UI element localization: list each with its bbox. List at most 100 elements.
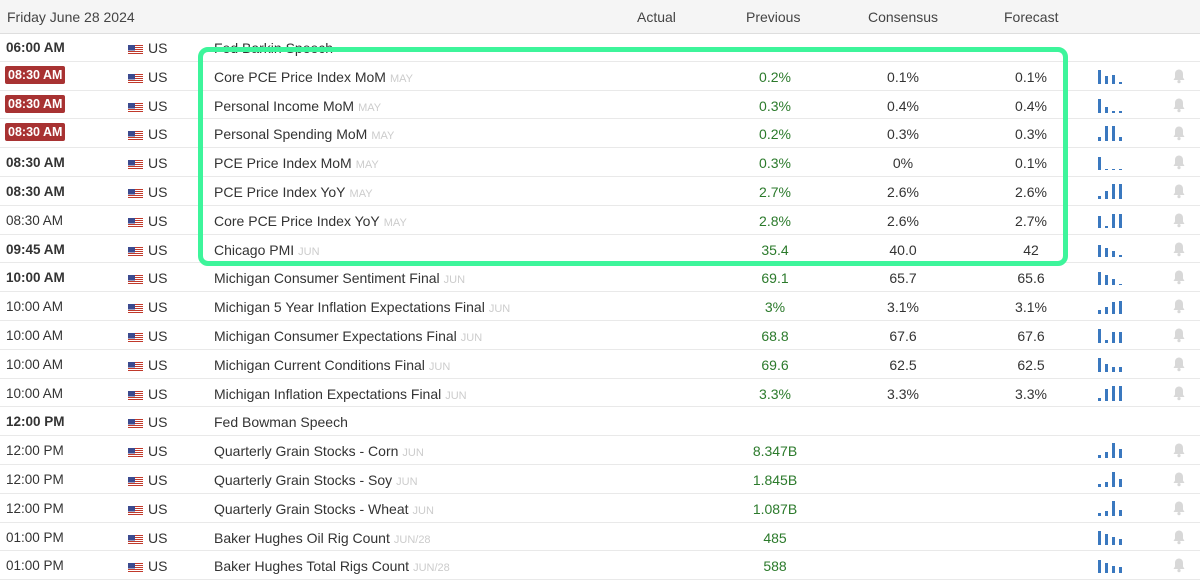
mini-chart-icon[interactable] bbox=[1098, 125, 1128, 142]
table-row[interactable]: 08:30 AM US Personal Spending MoM MAY 0.2% 0.… bbox=[0, 119, 1200, 149]
us-flag-icon bbox=[128, 301, 143, 315]
mini-chart-bar bbox=[1119, 567, 1122, 574]
event-name-link[interactable]: Personal Spending MoM MAY bbox=[214, 126, 394, 142]
mini-chart-bar bbox=[1112, 74, 1115, 84]
table-row[interactable]: 01:00 PM US Baker Hughes Oil Rig Count JUN/… bbox=[0, 523, 1200, 552]
event-name-link[interactable]: Michigan Consumer Expectations Final JUN bbox=[214, 328, 482, 344]
mini-chart-icon[interactable] bbox=[1098, 356, 1128, 372]
mini-chart-bar bbox=[1105, 106, 1108, 113]
table-row[interactable]: 08:30 AM US Core PCE Price Index YoY MAY 2.8… bbox=[0, 206, 1200, 235]
event-name-link[interactable]: Michigan 5 Year Inflation Expectations F… bbox=[214, 299, 510, 315]
event-name-link[interactable]: Quarterly Grain Stocks - Wheat JUN bbox=[214, 501, 434, 517]
alert-bell-icon[interactable] bbox=[1172, 269, 1186, 285]
alert-bell-icon[interactable] bbox=[1172, 298, 1186, 314]
mini-chart-icon[interactable] bbox=[1098, 183, 1128, 199]
header-previous[interactable]: Previous bbox=[746, 9, 801, 25]
alert-bell-icon[interactable] bbox=[1172, 68, 1186, 84]
mini-chart-icon[interactable] bbox=[1098, 298, 1128, 315]
table-row[interactable]: 08:30 AM US PCE Price Index MoM MAY 0.3% 0% 0.… bbox=[0, 148, 1200, 177]
event-name-link[interactable]: Michigan Current Conditions Final JUN bbox=[214, 357, 450, 373]
event-name-link[interactable]: Quarterly Grain Stocks - Corn JUN bbox=[214, 443, 424, 459]
mini-chart-bar bbox=[1105, 339, 1108, 343]
alert-bell-icon[interactable] bbox=[1172, 557, 1186, 573]
mini-chart-bar bbox=[1119, 367, 1122, 372]
mini-chart-icon[interactable] bbox=[1098, 529, 1128, 545]
event-name-link[interactable]: PCE Price Index MoM MAY bbox=[214, 155, 379, 171]
table-row[interactable]: 12:00 PM US Quarterly Grain Stocks - Soy JU… bbox=[0, 465, 1200, 494]
previous-value: 69.6 bbox=[761, 356, 789, 373]
alert-bell-icon[interactable] bbox=[1172, 183, 1186, 199]
table-row[interactable]: 08:30 AM US PCE Price Index YoY MAY 2.7% 2.6%… bbox=[0, 177, 1200, 206]
mini-chart-icon[interactable] bbox=[1098, 241, 1128, 257]
mini-chart-bar bbox=[1098, 271, 1101, 286]
table-row[interactable]: 10:00 AM US Michigan 5 Year Inflation Expe… bbox=[0, 292, 1200, 321]
previous-value: 2.8% bbox=[759, 212, 791, 229]
event-name-link[interactable]: Core PCE Price Index MoM MAY bbox=[214, 69, 413, 85]
mini-chart-icon[interactable] bbox=[1098, 500, 1128, 516]
mini-chart-icon[interactable] bbox=[1098, 68, 1128, 84]
alert-bell-icon[interactable] bbox=[1172, 385, 1186, 401]
event-name-link[interactable]: PCE Price Index YoY MAY bbox=[214, 184, 373, 200]
consensus-value: 0.1% bbox=[887, 68, 919, 85]
table-row[interactable]: 10:00 AM US Michigan Current Conditions Fi… bbox=[0, 350, 1200, 379]
table-row[interactable]: 09:45 AM US Chicago PMI JUN 35.4 40.0 42 bbox=[0, 235, 1200, 264]
calendar-table: 06:00 AM US Fed Barkin Speech 08:30 AM US Cor… bbox=[0, 33, 1200, 581]
alert-bell-icon[interactable] bbox=[1172, 500, 1186, 516]
us-flag-icon bbox=[128, 503, 143, 516]
event-name-link[interactable]: Michigan Consumer Sentiment Final JUN bbox=[214, 270, 465, 286]
mini-chart-icon[interactable] bbox=[1098, 471, 1128, 487]
mini-chart-bar bbox=[1098, 309, 1101, 315]
mini-chart-icon[interactable] bbox=[1098, 154, 1128, 171]
alert-bell-icon[interactable] bbox=[1172, 327, 1186, 343]
event-period: MAY bbox=[349, 187, 373, 200]
alert-bell-icon[interactable] bbox=[1172, 356, 1186, 372]
mini-chart-icon[interactable] bbox=[1098, 212, 1128, 228]
mini-chart-icon[interactable] bbox=[1098, 385, 1128, 401]
event-name-link[interactable]: Personal Income MoM MAY bbox=[214, 98, 381, 114]
event-name-link[interactable]: Quarterly Grain Stocks - Soy JUN bbox=[214, 472, 418, 488]
mini-chart-icon[interactable] bbox=[1098, 442, 1128, 459]
event-name-link[interactable]: Fed Barkin Speech bbox=[214, 40, 333, 56]
mini-chart-icon[interactable] bbox=[1098, 327, 1128, 343]
mini-chart-icon[interactable] bbox=[1098, 269, 1128, 286]
header-forecast[interactable]: Forecast bbox=[1004, 9, 1059, 25]
table-row[interactable]: 10:00 AM US Michigan Consumer Sentiment Fi… bbox=[0, 263, 1200, 293]
event-time: 12:00 PM bbox=[6, 471, 64, 487]
mini-chart-bar bbox=[1105, 511, 1108, 516]
alert-bell-icon[interactable] bbox=[1172, 125, 1186, 141]
alert-bell-icon[interactable] bbox=[1172, 241, 1186, 257]
event-period: JUN bbox=[412, 504, 434, 517]
alert-bell-icon[interactable] bbox=[1172, 154, 1186, 170]
mini-chart-bar bbox=[1119, 111, 1122, 113]
event-name-link[interactable]: Michigan Inflation Expectations Final JUN bbox=[214, 386, 467, 402]
mini-chart-icon[interactable] bbox=[1098, 557, 1128, 574]
event-name-link[interactable]: Core PCE Price Index YoY MAY bbox=[214, 213, 407, 229]
table-row[interactable]: 12:00 PM US Fed Bowman Speech bbox=[0, 407, 1200, 437]
mini-chart-bar bbox=[1098, 559, 1101, 574]
event-name-link[interactable]: Chicago PMI JUN bbox=[214, 242, 320, 258]
consensus-value: 3.1% bbox=[887, 299, 919, 316]
event-name-link[interactable]: Baker Hughes Total Rigs Count JUN/28 bbox=[214, 558, 450, 574]
alert-bell-icon[interactable] bbox=[1172, 97, 1186, 113]
table-row[interactable]: 08:30 AM US Personal Income MoM MAY 0.3% 0.4%… bbox=[0, 91, 1200, 120]
table-row[interactable]: 12:00 PM US Quarterly Grain Stocks - Wheat… bbox=[0, 494, 1200, 523]
table-row[interactable]: 08:30 AM US Core PCE Price Index MoM MAY 0.2… bbox=[0, 62, 1200, 91]
table-row[interactable]: 06:00 AM US Fed Barkin Speech bbox=[0, 33, 1200, 62]
mini-chart-bar bbox=[1112, 565, 1115, 574]
header-actual[interactable]: Actual bbox=[637, 9, 676, 25]
alert-bell-icon[interactable] bbox=[1172, 442, 1186, 458]
alert-bell-icon[interactable] bbox=[1172, 471, 1186, 487]
mini-chart-icon[interactable] bbox=[1098, 97, 1128, 113]
event-period: JUN bbox=[443, 274, 466, 287]
us-flag-icon bbox=[128, 359, 143, 372]
alert-bell-icon[interactable] bbox=[1172, 529, 1186, 545]
table-row[interactable]: 12:00 PM US Quarterly Grain Stocks - Corn J… bbox=[0, 436, 1200, 465]
event-name-link[interactable]: Baker Hughes Oil Rig Count JUN/28 bbox=[214, 530, 431, 546]
header-consensus[interactable]: Consensus bbox=[868, 9, 939, 25]
us-flag-icon bbox=[128, 388, 143, 401]
event-name-link[interactable]: Fed Bowman Speech bbox=[214, 414, 348, 430]
table-row[interactable]: 10:00 AM US Michigan Consumer Expectations… bbox=[0, 321, 1200, 350]
table-row[interactable]: 10:00 AM US Michigan Inflation Expectation… bbox=[0, 379, 1200, 408]
table-row[interactable]: 01:00 PM US Baker Hughes Total Rigs Count J… bbox=[0, 551, 1200, 581]
alert-bell-icon[interactable] bbox=[1172, 212, 1186, 228]
